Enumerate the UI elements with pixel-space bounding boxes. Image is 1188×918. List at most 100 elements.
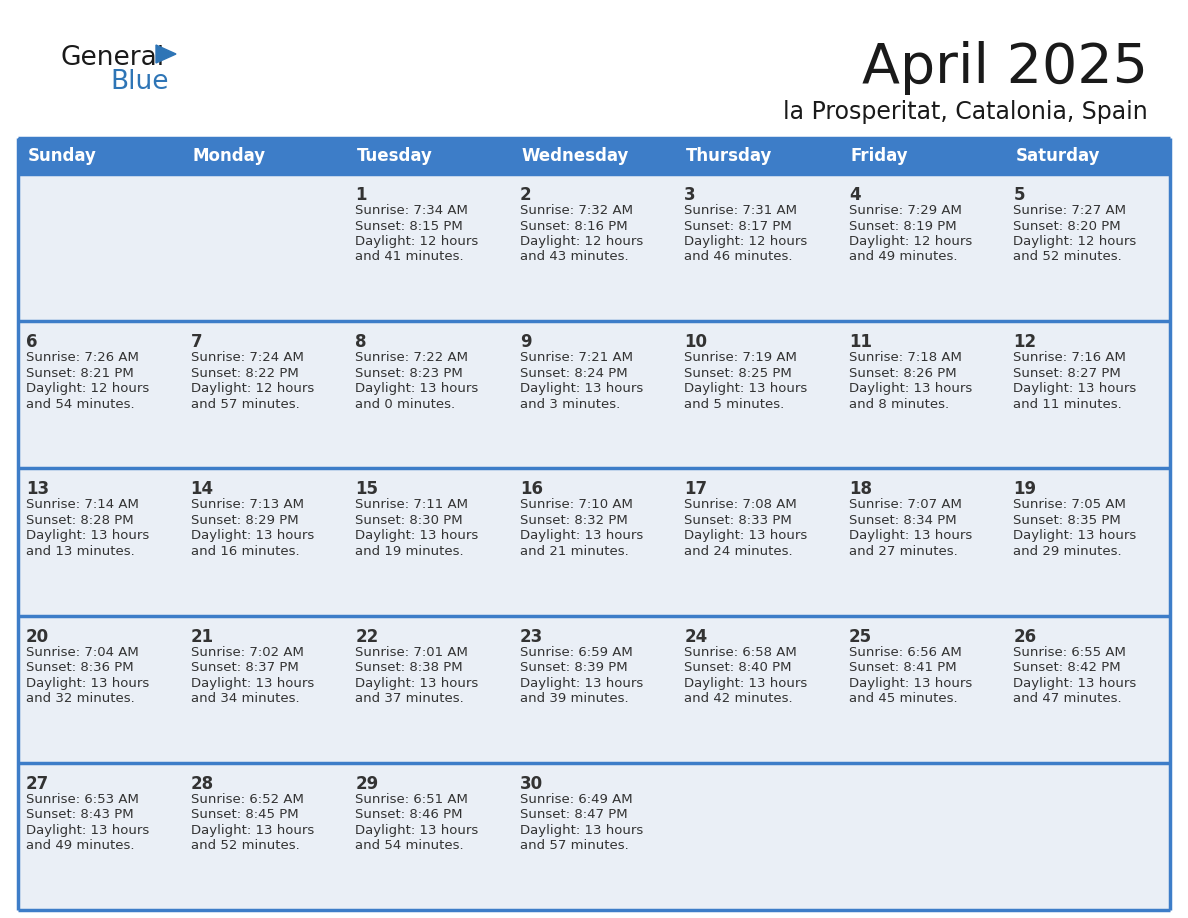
Text: Sunrise: 7:24 AM: Sunrise: 7:24 AM: [190, 352, 303, 364]
Text: 5: 5: [1013, 186, 1025, 204]
Text: Sunset: 8:29 PM: Sunset: 8:29 PM: [190, 514, 298, 527]
Text: 24: 24: [684, 628, 708, 645]
Text: and 11 minutes.: and 11 minutes.: [1013, 397, 1123, 410]
Text: Daylight: 13 hours: Daylight: 13 hours: [684, 677, 808, 689]
Text: 16: 16: [519, 480, 543, 498]
Text: Sunrise: 6:55 AM: Sunrise: 6:55 AM: [1013, 645, 1126, 658]
Text: and 39 minutes.: and 39 minutes.: [519, 692, 628, 705]
Text: 3: 3: [684, 186, 696, 204]
Text: April 2025: April 2025: [862, 41, 1148, 95]
Text: Sunrise: 6:49 AM: Sunrise: 6:49 AM: [519, 793, 632, 806]
Text: Sunset: 8:21 PM: Sunset: 8:21 PM: [26, 366, 134, 380]
Text: Daylight: 13 hours: Daylight: 13 hours: [190, 530, 314, 543]
Text: Sunset: 8:43 PM: Sunset: 8:43 PM: [26, 809, 133, 822]
Text: Sunset: 8:40 PM: Sunset: 8:40 PM: [684, 661, 791, 674]
Bar: [18, 138, 1170, 174]
Text: Sunrise: 7:34 AM: Sunrise: 7:34 AM: [355, 204, 468, 217]
Text: Sunset: 8:23 PM: Sunset: 8:23 PM: [355, 366, 463, 380]
Text: Daylight: 13 hours: Daylight: 13 hours: [519, 677, 643, 689]
Text: 19: 19: [1013, 480, 1037, 498]
Text: 1: 1: [355, 186, 367, 204]
Text: and 52 minutes.: and 52 minutes.: [190, 839, 299, 852]
Text: Blue: Blue: [110, 69, 169, 95]
Text: Sunset: 8:33 PM: Sunset: 8:33 PM: [684, 514, 792, 527]
Text: Daylight: 12 hours: Daylight: 12 hours: [190, 382, 314, 396]
Text: and 16 minutes.: and 16 minutes.: [190, 545, 299, 558]
Text: Sunrise: 7:11 AM: Sunrise: 7:11 AM: [355, 498, 468, 511]
Text: Daylight: 12 hours: Daylight: 12 hours: [26, 382, 150, 396]
Text: Sunset: 8:17 PM: Sunset: 8:17 PM: [684, 219, 792, 232]
Text: Sunrise: 7:14 AM: Sunrise: 7:14 AM: [26, 498, 139, 511]
Text: Daylight: 12 hours: Daylight: 12 hours: [849, 235, 972, 248]
Text: Sunrise: 6:58 AM: Sunrise: 6:58 AM: [684, 645, 797, 658]
Text: and 24 minutes.: and 24 minutes.: [684, 545, 792, 558]
Text: Daylight: 13 hours: Daylight: 13 hours: [849, 677, 972, 689]
Text: Sunrise: 7:31 AM: Sunrise: 7:31 AM: [684, 204, 797, 217]
Text: and 32 minutes.: and 32 minutes.: [26, 692, 134, 705]
Text: 15: 15: [355, 480, 378, 498]
Text: Sunrise: 7:19 AM: Sunrise: 7:19 AM: [684, 352, 797, 364]
Text: 14: 14: [190, 480, 214, 498]
Text: and 43 minutes.: and 43 minutes.: [519, 251, 628, 263]
Text: Daylight: 13 hours: Daylight: 13 hours: [1013, 382, 1137, 396]
Text: Sunset: 8:20 PM: Sunset: 8:20 PM: [1013, 219, 1121, 232]
Text: Sunrise: 7:27 AM: Sunrise: 7:27 AM: [1013, 204, 1126, 217]
Text: 4: 4: [849, 186, 860, 204]
Text: Sunrise: 7:10 AM: Sunrise: 7:10 AM: [519, 498, 632, 511]
Text: Daylight: 13 hours: Daylight: 13 hours: [355, 823, 479, 837]
Text: 7: 7: [190, 333, 202, 352]
Text: Daylight: 13 hours: Daylight: 13 hours: [684, 530, 808, 543]
Text: Daylight: 13 hours: Daylight: 13 hours: [355, 677, 479, 689]
Text: Sunrise: 7:18 AM: Sunrise: 7:18 AM: [849, 352, 962, 364]
Text: 13: 13: [26, 480, 49, 498]
Text: Daylight: 13 hours: Daylight: 13 hours: [849, 530, 972, 543]
Text: and 46 minutes.: and 46 minutes.: [684, 251, 792, 263]
Text: Sunrise: 7:16 AM: Sunrise: 7:16 AM: [1013, 352, 1126, 364]
Text: Daylight: 13 hours: Daylight: 13 hours: [519, 382, 643, 396]
Bar: [18, 174, 1170, 910]
Text: Sunrise: 6:59 AM: Sunrise: 6:59 AM: [519, 645, 632, 658]
Text: 22: 22: [355, 628, 379, 645]
Text: Sunset: 8:25 PM: Sunset: 8:25 PM: [684, 366, 792, 380]
Text: and 37 minutes.: and 37 minutes.: [355, 692, 463, 705]
Text: Sunday: Sunday: [29, 147, 97, 165]
Text: Sunset: 8:38 PM: Sunset: 8:38 PM: [355, 661, 463, 674]
Text: Daylight: 13 hours: Daylight: 13 hours: [519, 530, 643, 543]
Text: 20: 20: [26, 628, 49, 645]
Text: 6: 6: [26, 333, 38, 352]
Text: Sunrise: 7:13 AM: Sunrise: 7:13 AM: [190, 498, 304, 511]
Text: Sunrise: 7:29 AM: Sunrise: 7:29 AM: [849, 204, 962, 217]
Text: Daylight: 13 hours: Daylight: 13 hours: [26, 530, 150, 543]
Text: Daylight: 13 hours: Daylight: 13 hours: [190, 823, 314, 837]
Text: Sunset: 8:47 PM: Sunset: 8:47 PM: [519, 809, 627, 822]
Text: Sunrise: 7:32 AM: Sunrise: 7:32 AM: [519, 204, 633, 217]
Text: Sunset: 8:22 PM: Sunset: 8:22 PM: [190, 366, 298, 380]
Text: 12: 12: [1013, 333, 1037, 352]
Text: Friday: Friday: [851, 147, 909, 165]
Text: Daylight: 13 hours: Daylight: 13 hours: [355, 530, 479, 543]
Text: Sunset: 8:28 PM: Sunset: 8:28 PM: [26, 514, 133, 527]
Text: Sunset: 8:41 PM: Sunset: 8:41 PM: [849, 661, 956, 674]
Text: Sunset: 8:30 PM: Sunset: 8:30 PM: [355, 514, 463, 527]
Text: Sunrise: 7:08 AM: Sunrise: 7:08 AM: [684, 498, 797, 511]
Text: 21: 21: [190, 628, 214, 645]
Text: Daylight: 13 hours: Daylight: 13 hours: [684, 382, 808, 396]
Text: General: General: [61, 45, 164, 71]
Text: and 13 minutes.: and 13 minutes.: [26, 545, 134, 558]
Text: 28: 28: [190, 775, 214, 793]
Text: Sunrise: 6:56 AM: Sunrise: 6:56 AM: [849, 645, 961, 658]
Text: Thursday: Thursday: [687, 147, 772, 165]
Text: Sunset: 8:37 PM: Sunset: 8:37 PM: [190, 661, 298, 674]
Text: Saturday: Saturday: [1016, 147, 1100, 165]
Polygon shape: [156, 45, 176, 63]
Text: 17: 17: [684, 480, 707, 498]
Text: Sunset: 8:32 PM: Sunset: 8:32 PM: [519, 514, 627, 527]
Text: Sunset: 8:19 PM: Sunset: 8:19 PM: [849, 219, 956, 232]
Text: Daylight: 12 hours: Daylight: 12 hours: [1013, 235, 1137, 248]
Text: 29: 29: [355, 775, 379, 793]
Text: 2: 2: [519, 186, 531, 204]
Text: 18: 18: [849, 480, 872, 498]
Text: 10: 10: [684, 333, 707, 352]
Text: 25: 25: [849, 628, 872, 645]
Text: Sunrise: 6:53 AM: Sunrise: 6:53 AM: [26, 793, 139, 806]
